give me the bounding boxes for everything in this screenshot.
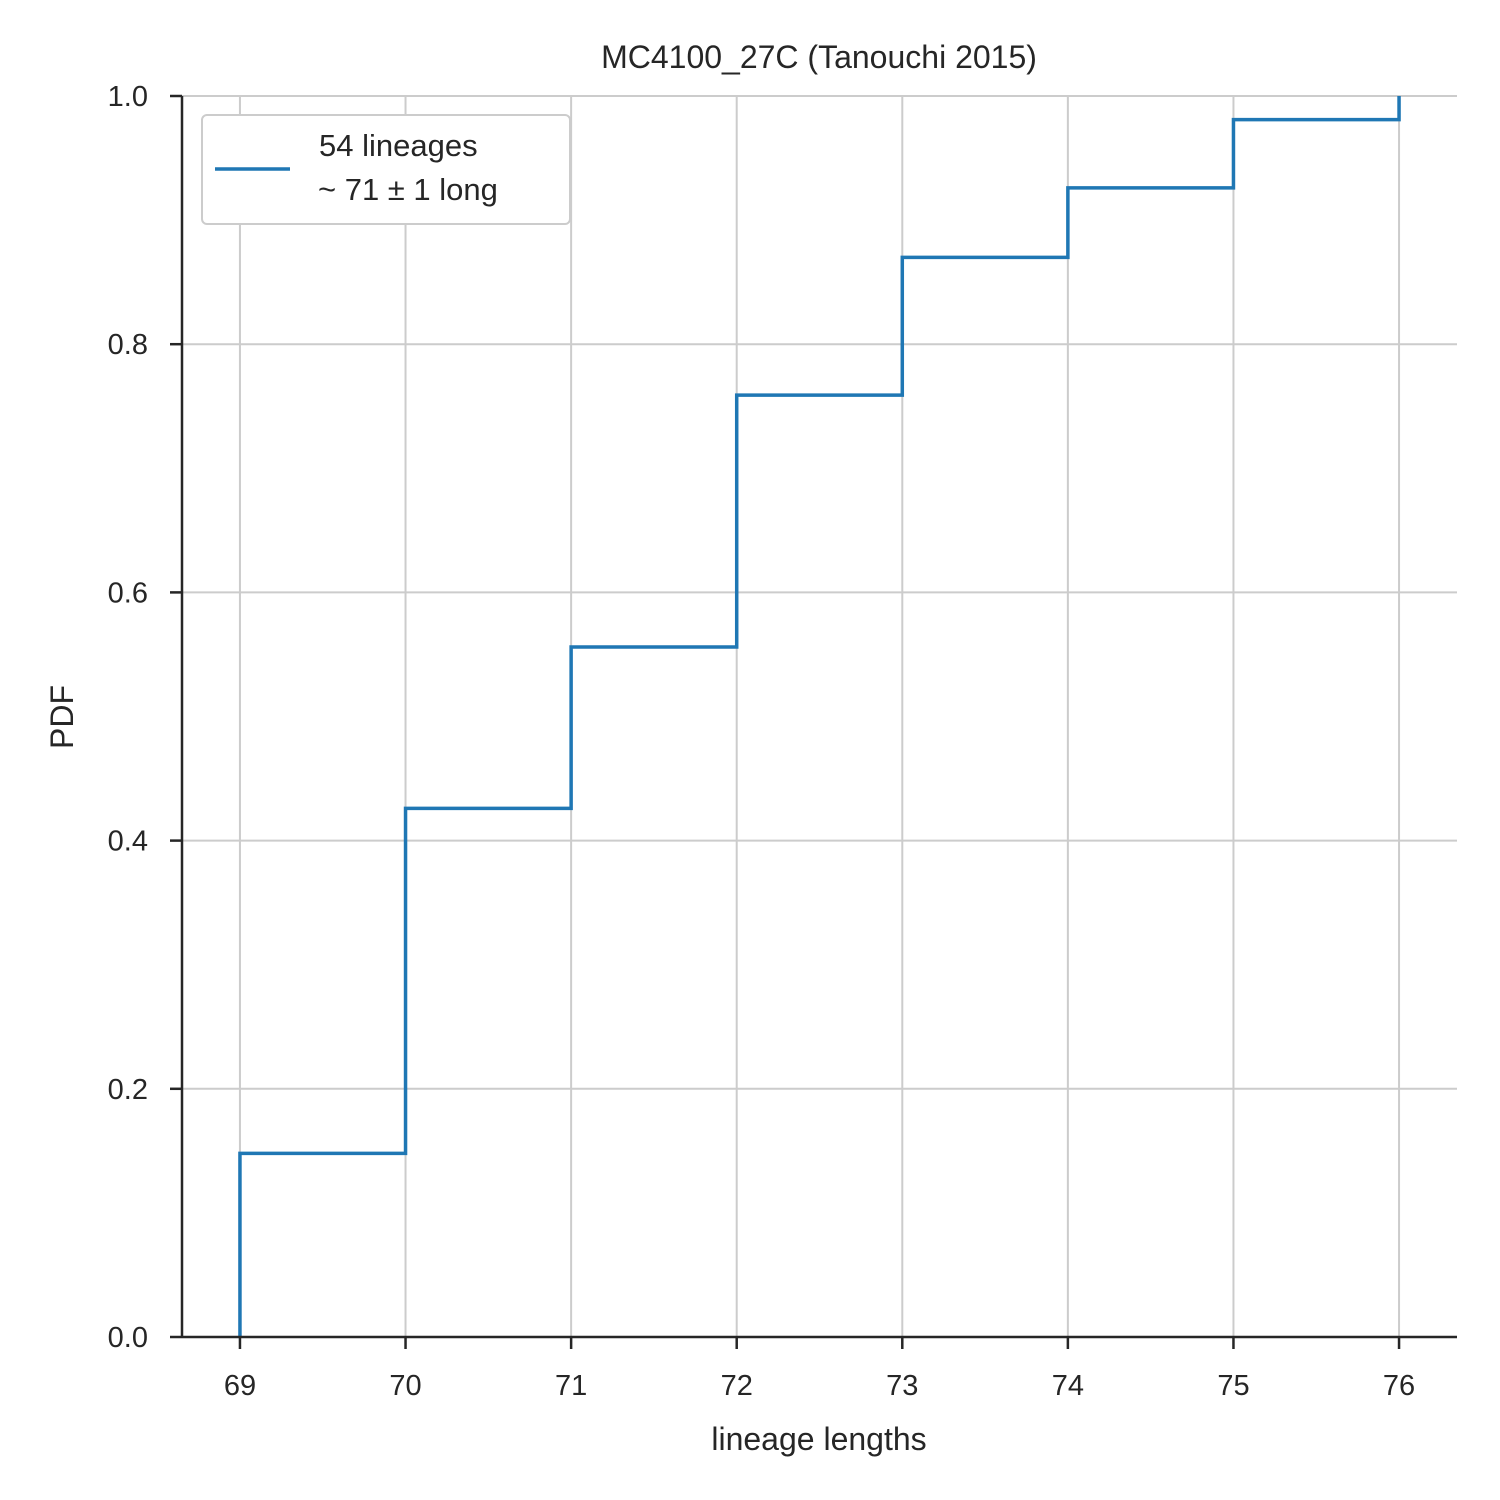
x-tick-label: 75 [1217, 1370, 1249, 1402]
y-tick-label: 0.0 [108, 1322, 148, 1354]
chart-title: MC4100_27C (Tanouchi 2015) [601, 39, 1037, 75]
x-tick-label: 72 [721, 1370, 753, 1402]
y-tick-label: 0.6 [108, 577, 148, 609]
ticks: 69 70 71 72 73 74 75 76 0.0 0.2 0.4 0.6 0.8 1.0 [108, 81, 1416, 1402]
x-tick-label: 69 [224, 1370, 256, 1402]
y-tick-label: 0.2 [108, 1074, 148, 1106]
x-tick-label: 74 [1052, 1370, 1084, 1402]
legend-frame [201, 114, 571, 225]
series-step-line-0 [238, 96, 1401, 1337]
x-tick-label: 73 [886, 1370, 918, 1402]
legend-entry-line2: ~ 71 ± 1 long [318, 172, 498, 207]
legend-entry-line1: 54 lineages [319, 128, 478, 163]
axes [180, 96, 1457, 1339]
x-axis-label: lineage lengths [711, 1421, 926, 1457]
x-tick-label: 76 [1383, 1370, 1415, 1402]
y-tick-label: 0.8 [108, 329, 148, 361]
y-tick-label: 0.4 [108, 826, 148, 858]
x-tick-label: 71 [555, 1370, 587, 1402]
series-layer [238, 96, 1401, 1337]
legend: 54 lineages ~ 71 ± 1 long [201, 114, 571, 225]
y-tick-label: 1.0 [108, 81, 148, 113]
y-axis-label: PDF [44, 685, 80, 749]
x-tick-label: 70 [389, 1370, 421, 1402]
